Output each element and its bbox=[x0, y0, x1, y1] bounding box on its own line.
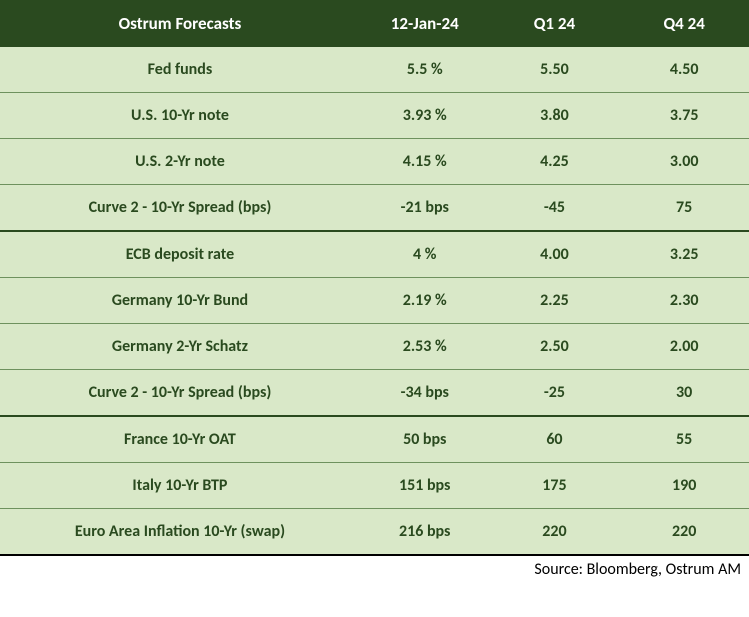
row-value-3: 190 bbox=[619, 463, 749, 509]
row-value-2: -25 bbox=[490, 370, 620, 417]
row-value-1: 5.5 % bbox=[360, 47, 490, 93]
row-label: Italy 10-Yr BTP bbox=[0, 463, 360, 509]
forecast-table: Ostrum Forecasts 12-Jan-24 Q1 24 Q4 24 F… bbox=[0, 0, 749, 556]
row-value-2: 60 bbox=[490, 416, 620, 463]
row-value-2: 4.00 bbox=[490, 231, 620, 278]
table-row: Germany 2-Yr Schatz2.53 %2.502.00 bbox=[0, 324, 749, 370]
row-value-3: 3.00 bbox=[619, 139, 749, 185]
row-value-3: 4.50 bbox=[619, 47, 749, 93]
table-row: Euro Area Inflation 10-Yr (swap)216 bps2… bbox=[0, 509, 749, 556]
row-value-3: 55 bbox=[619, 416, 749, 463]
row-label: France 10-Yr OAT bbox=[0, 416, 360, 463]
row-value-1: 2.19 % bbox=[360, 278, 490, 324]
row-label: Euro Area Inflation 10-Yr (swap) bbox=[0, 509, 360, 556]
row-value-1: -34 bps bbox=[360, 370, 490, 417]
row-value-1: 4 % bbox=[360, 231, 490, 278]
row-value-1: 50 bps bbox=[360, 416, 490, 463]
table-row: Fed funds5.5 %5.504.50 bbox=[0, 47, 749, 93]
row-value-3: 30 bbox=[619, 370, 749, 417]
row-value-2: 2.25 bbox=[490, 278, 620, 324]
row-value-3: 75 bbox=[619, 185, 749, 232]
table-row: Curve 2 - 10-Yr Spread (bps)-34 bps-2530 bbox=[0, 370, 749, 417]
row-value-2: 175 bbox=[490, 463, 620, 509]
table-header: Ostrum Forecasts 12-Jan-24 Q1 24 Q4 24 bbox=[0, 0, 749, 47]
table-row: Germany 10-Yr Bund2.19 %2.252.30 bbox=[0, 278, 749, 324]
row-label: Fed funds bbox=[0, 47, 360, 93]
row-value-1: 3.93 % bbox=[360, 93, 490, 139]
table-row: Italy 10-Yr BTP151 bps175190 bbox=[0, 463, 749, 509]
row-value-2: 220 bbox=[490, 509, 620, 556]
row-label: U.S. 10-Yr note bbox=[0, 93, 360, 139]
row-value-1: 4.15 % bbox=[360, 139, 490, 185]
table-row: U.S. 10-Yr note3.93 %3.803.75 bbox=[0, 93, 749, 139]
table-body: Fed funds5.5 %5.504.50U.S. 10-Yr note3.9… bbox=[0, 47, 749, 555]
row-label: Germany 2-Yr Schatz bbox=[0, 324, 360, 370]
row-label: Germany 10-Yr Bund bbox=[0, 278, 360, 324]
row-value-2: 5.50 bbox=[490, 47, 620, 93]
row-value-2: 3.80 bbox=[490, 93, 620, 139]
row-value-2: -45 bbox=[490, 185, 620, 232]
header-title: Ostrum Forecasts bbox=[0, 0, 360, 47]
row-value-1: 2.53 % bbox=[360, 324, 490, 370]
row-value-1: 151 bps bbox=[360, 463, 490, 509]
header-col1: 12-Jan-24 bbox=[360, 0, 490, 47]
table-row: Curve 2 - 10-Yr Spread (bps)-21 bps-4575 bbox=[0, 185, 749, 232]
header-col3: Q4 24 bbox=[619, 0, 749, 47]
row-label: Curve 2 - 10-Yr Spread (bps) bbox=[0, 185, 360, 232]
row-value-1: 216 bps bbox=[360, 509, 490, 556]
table-row: U.S. 2-Yr note4.15 %4.253.00 bbox=[0, 139, 749, 185]
row-value-3: 3.25 bbox=[619, 231, 749, 278]
row-label: ECB deposit rate bbox=[0, 231, 360, 278]
row-value-1: -21 bps bbox=[360, 185, 490, 232]
row-value-3: 3.75 bbox=[619, 93, 749, 139]
header-col2: Q1 24 bbox=[490, 0, 620, 47]
source-text: Source: Bloomberg, Ostrum AM bbox=[0, 556, 749, 579]
row-value-3: 220 bbox=[619, 509, 749, 556]
table-row: France 10-Yr OAT50 bps6055 bbox=[0, 416, 749, 463]
forecast-table-container: Ostrum Forecasts 12-Jan-24 Q1 24 Q4 24 F… bbox=[0, 0, 749, 579]
row-value-2: 2.50 bbox=[490, 324, 620, 370]
row-label: Curve 2 - 10-Yr Spread (bps) bbox=[0, 370, 360, 417]
row-value-3: 2.00 bbox=[619, 324, 749, 370]
row-value-3: 2.30 bbox=[619, 278, 749, 324]
table-row: ECB deposit rate4 %4.003.25 bbox=[0, 231, 749, 278]
row-label: U.S. 2-Yr note bbox=[0, 139, 360, 185]
row-value-2: 4.25 bbox=[490, 139, 620, 185]
